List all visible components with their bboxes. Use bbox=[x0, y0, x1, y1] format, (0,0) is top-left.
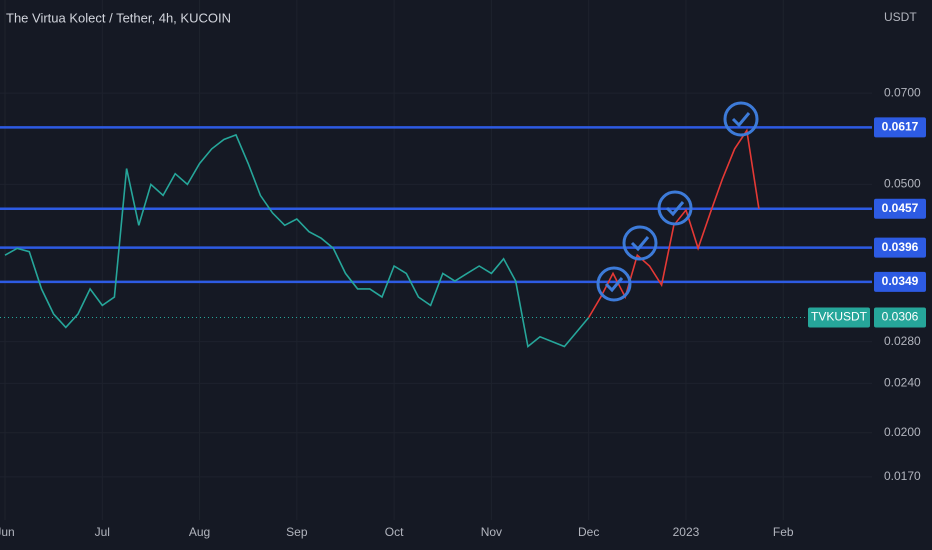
symbol-label: TVKUSDT bbox=[811, 310, 868, 324]
level-label: 0.0617 bbox=[882, 120, 919, 134]
check bbox=[731, 112, 751, 128]
x-tick-label: Sep bbox=[286, 525, 308, 539]
check-circle bbox=[622, 225, 658, 261]
y-tick-label: 0.0700 bbox=[884, 85, 921, 99]
level-label: 0.0457 bbox=[882, 201, 919, 215]
last-price-box bbox=[874, 307, 926, 328]
level-label-box bbox=[874, 117, 926, 138]
last-price-label: 0.0306 bbox=[882, 310, 919, 324]
check-circle bbox=[657, 190, 693, 226]
x-tick-label: Oct bbox=[385, 525, 404, 539]
y-tick-label: 0.0280 bbox=[884, 334, 921, 348]
symbol-label-box bbox=[808, 307, 870, 328]
check bbox=[665, 201, 685, 217]
chart-title: The Virtua Kolect / Tether, 4h, KUCOIN bbox=[6, 10, 231, 25]
check-circle bbox=[723, 101, 759, 137]
level-label: 0.0349 bbox=[882, 274, 919, 288]
x-tick-label: Jun bbox=[0, 525, 15, 539]
check-icons bbox=[596, 101, 759, 302]
x-tick-label: Nov bbox=[481, 525, 502, 539]
price-line bbox=[4, 133, 590, 348]
level-label-box bbox=[874, 198, 926, 219]
x-tick-label: Jul bbox=[95, 525, 110, 539]
y-tick-label: 0.0500 bbox=[884, 177, 921, 191]
check-circle bbox=[596, 266, 632, 302]
y-tick-label: 0.0240 bbox=[884, 376, 921, 390]
x-tick-label: Aug bbox=[189, 525, 210, 539]
level-label-box bbox=[874, 237, 926, 258]
level-label: 0.0396 bbox=[882, 240, 919, 254]
x-tick-label: Feb bbox=[773, 525, 794, 539]
y-tick-label: 0.0170 bbox=[884, 469, 921, 483]
grid bbox=[0, 0, 872, 520]
labels: 0.0700 0.0500 0.0280 0.0240 0.0200 0.0170 Jun J… bbox=[0, 85, 926, 539]
x-tick-label: Dec bbox=[578, 525, 599, 539]
x-tick-label: 2023 bbox=[673, 525, 700, 539]
check bbox=[604, 277, 624, 293]
y-axis-label: USDT bbox=[884, 10, 917, 24]
marks bbox=[0, 126, 872, 348]
level-label-box bbox=[874, 271, 926, 292]
check bbox=[630, 236, 650, 252]
y-tick-label: 0.0200 bbox=[884, 425, 921, 439]
